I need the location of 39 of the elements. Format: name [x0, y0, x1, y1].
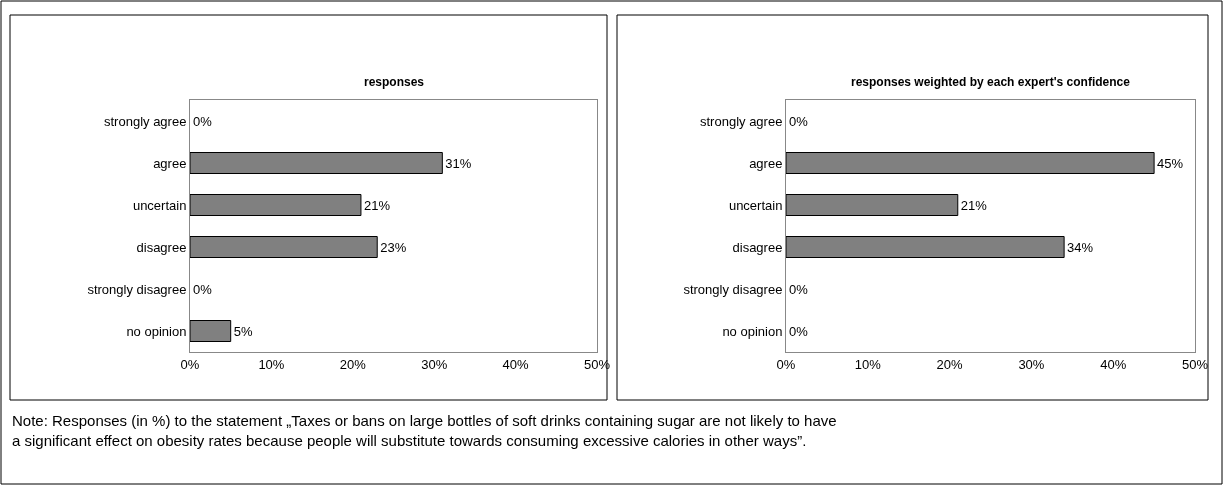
data-label: 0%: [789, 281, 809, 297]
x-tick-label: 0%: [776, 356, 796, 372]
x-tick-label: 10%: [258, 356, 285, 372]
text: Note: Responses (in %) to the statement „Taxes or bans on large bottles of soft drinks containing sugar are not likely to have a significant effect on obesity rates because people will substitute towards consuming excessive calories in other ways”.: [12, 412, 837, 449]
x-tick-label: 30%: [421, 356, 448, 372]
y-tick-label: disagree: [136, 239, 187, 255]
data-label: 21%: [363, 197, 391, 213]
data-label: 0%: [193, 113, 213, 129]
chart-title: responses: [364, 75, 425, 89]
x-tick-label: 50%: [583, 356, 611, 372]
y-tick-label: uncertain: [132, 197, 187, 213]
data-label: 45%: [1157, 155, 1184, 171]
data-label: 23%: [380, 239, 407, 255]
y-tick-label: strongly agree: [700, 113, 783, 129]
y-tick-label: strongly agree: [104, 113, 187, 129]
x-tick-label: 20%: [936, 356, 964, 372]
y-tick-label: no opinion: [722, 323, 783, 339]
x-tick-label: 40%: [1100, 356, 1127, 372]
data-label: 34%: [1067, 239, 1094, 255]
y-tick-label: agree: [153, 155, 187, 171]
y-tick-label: strongly disagree: [683, 281, 783, 297]
data-label: 31%: [445, 155, 472, 171]
chart-title: responses weighted by each expert's confidence: [851, 75, 1131, 89]
x-tick-label: 10%: [854, 356, 882, 372]
data-label: 0%: [193, 281, 213, 297]
x-tick-label: 50%: [1181, 356, 1209, 372]
x-tick-label: 30%: [1018, 356, 1045, 372]
y-tick-label: no opinion: [126, 323, 187, 339]
y-tick-label: disagree: [732, 239, 783, 255]
data-label: 0%: [789, 113, 809, 129]
y-tick-label: agree: [749, 155, 783, 171]
y-tick-label: strongly disagree: [87, 281, 187, 297]
x-tick-label: 0%: [180, 356, 200, 372]
data-label: 0%: [789, 323, 809, 339]
x-tick-label: 40%: [502, 356, 530, 372]
data-label: 5%: [233, 323, 253, 339]
y-tick-label: uncertain: [728, 197, 783, 213]
x-tick-label: 20%: [339, 356, 367, 372]
data-label: 21%: [960, 197, 988, 213]
